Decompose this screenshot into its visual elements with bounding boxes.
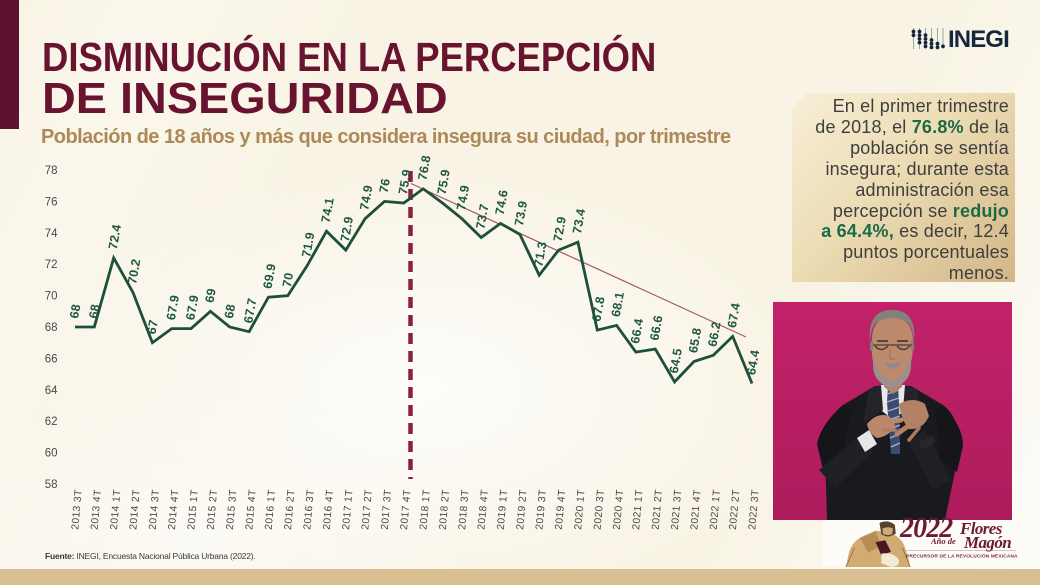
svg-text:2017 4T: 2017 4T [399, 489, 414, 531]
svg-text:74.1: 74.1 [319, 197, 337, 224]
svg-text:76: 76 [45, 196, 58, 208]
svg-text:2021 3T: 2021 3T [670, 489, 685, 531]
svg-text:2013 4T: 2013 4T [90, 489, 105, 531]
svg-text:67.4: 67.4 [725, 302, 743, 329]
svg-text:69.9: 69.9 [261, 263, 279, 290]
svg-text:72.9: 72.9 [551, 215, 569, 242]
svg-text:66.2: 66.2 [705, 321, 723, 348]
svg-text:68.1: 68.1 [609, 291, 627, 318]
svg-text:64.5: 64.5 [667, 347, 685, 374]
svg-text:2014 2T: 2014 2T [128, 489, 143, 531]
svg-text:69: 69 [203, 287, 219, 304]
svg-text:67.9: 67.9 [164, 294, 182, 321]
svg-text:67.8: 67.8 [589, 295, 607, 322]
svg-text:2019 1T: 2019 1T [496, 489, 511, 531]
svg-text:67.9: 67.9 [183, 294, 201, 321]
svg-text:76.8: 76.8 [415, 154, 433, 181]
svg-text:INEGI: INEGI [948, 26, 1009, 53]
svg-text:2015 2T: 2015 2T [206, 489, 221, 531]
svg-text:2014 4T: 2014 4T [167, 489, 182, 531]
svg-text:75.9: 75.9 [396, 168, 414, 195]
svg-text:72: 72 [45, 259, 58, 271]
svg-text:65.8: 65.8 [686, 327, 704, 354]
svg-text:73.7: 73.7 [473, 203, 491, 230]
svg-text:75.9: 75.9 [435, 168, 453, 195]
svg-text:Flores: Flores [959, 519, 1003, 538]
svg-text:64.4: 64.4 [744, 349, 762, 376]
svg-text:2022 2T: 2022 2T [728, 489, 743, 531]
svg-text:70.2: 70.2 [125, 258, 143, 285]
svg-text:2017 2T: 2017 2T [360, 489, 375, 531]
svg-text:2018 2T: 2018 2T [438, 489, 453, 531]
svg-text:2014 3T: 2014 3T [148, 489, 163, 531]
svg-text:Año de: Año de [930, 536, 956, 546]
svg-text:74.6: 74.6 [493, 189, 511, 216]
svg-text:67.7: 67.7 [241, 297, 259, 324]
svg-text:68: 68 [45, 322, 58, 334]
svg-text:2016 4T: 2016 4T [322, 489, 337, 531]
svg-text:62: 62 [45, 416, 58, 428]
svg-text:2013 3T: 2013 3T [70, 489, 85, 531]
svg-text:66: 66 [45, 353, 58, 365]
svg-text:2018 3T: 2018 3T [457, 489, 472, 531]
svg-text:2015 3T: 2015 3T [225, 489, 240, 531]
svg-text:2019 3T: 2019 3T [534, 489, 549, 531]
svg-text:2019 2T: 2019 2T [515, 489, 530, 531]
svg-text:64: 64 [45, 385, 58, 397]
svg-text:2015 4T: 2015 4T [244, 489, 259, 531]
svg-text:74.9: 74.9 [357, 184, 375, 211]
svg-text:2022: 2022 [899, 514, 953, 544]
svg-text:74: 74 [45, 228, 58, 240]
svg-text:2021 4T: 2021 4T [689, 489, 704, 531]
svg-text:58: 58 [45, 479, 58, 491]
svg-text:68: 68 [67, 303, 83, 320]
svg-text:66.4: 66.4 [628, 317, 646, 344]
svg-text:2020 4T: 2020 4T [612, 489, 627, 531]
svg-text:70: 70 [280, 272, 296, 289]
svg-text:71.3: 71.3 [531, 241, 549, 268]
svg-text:PRECURSOR DE LA REVOLUCIÓN MEX: PRECURSOR DE LA REVOLUCIÓN MEXICANA [906, 552, 1018, 560]
svg-text:Magón: Magón [963, 533, 1011, 552]
svg-text:68: 68 [222, 303, 238, 320]
svg-text:2018 4T: 2018 4T [476, 489, 491, 531]
svg-text:70: 70 [45, 291, 58, 303]
svg-text:72.4: 72.4 [106, 223, 124, 250]
svg-text:2022 3T: 2022 3T [747, 489, 762, 531]
svg-text:2021 2T: 2021 2T [651, 489, 666, 531]
svg-text:2020 1T: 2020 1T [573, 489, 588, 531]
svg-text:60: 60 [45, 448, 58, 460]
svg-text:72.9: 72.9 [338, 215, 356, 242]
svg-text:2018 1T: 2018 1T [418, 489, 433, 531]
svg-text:2016 2T: 2016 2T [283, 489, 298, 531]
svg-text:78: 78 [45, 165, 58, 177]
svg-text:2017 1T: 2017 1T [341, 489, 356, 531]
svg-text:76: 76 [377, 177, 393, 194]
svg-text:73.9: 73.9 [512, 200, 530, 227]
svg-text:2016 3T: 2016 3T [302, 489, 317, 531]
svg-text:2017 3T: 2017 3T [380, 489, 395, 531]
svg-text:68: 68 [86, 303, 102, 320]
svg-text:2022 1T: 2022 1T [709, 489, 724, 531]
svg-text:2014 1T: 2014 1T [109, 489, 124, 531]
svg-text:2015 1T: 2015 1T [186, 489, 201, 531]
svg-text:2019 4T: 2019 4T [554, 489, 569, 531]
svg-text:67: 67 [145, 319, 161, 336]
svg-text:2021 1T: 2021 1T [631, 489, 646, 531]
svg-text:66.6: 66.6 [647, 314, 665, 341]
svg-text:74.9: 74.9 [454, 184, 472, 211]
svg-text:71.9: 71.9 [299, 231, 317, 258]
svg-text:73.4: 73.4 [570, 208, 588, 235]
svg-text:2016 1T: 2016 1T [264, 489, 279, 531]
svg-text:2020 3T: 2020 3T [593, 489, 608, 531]
